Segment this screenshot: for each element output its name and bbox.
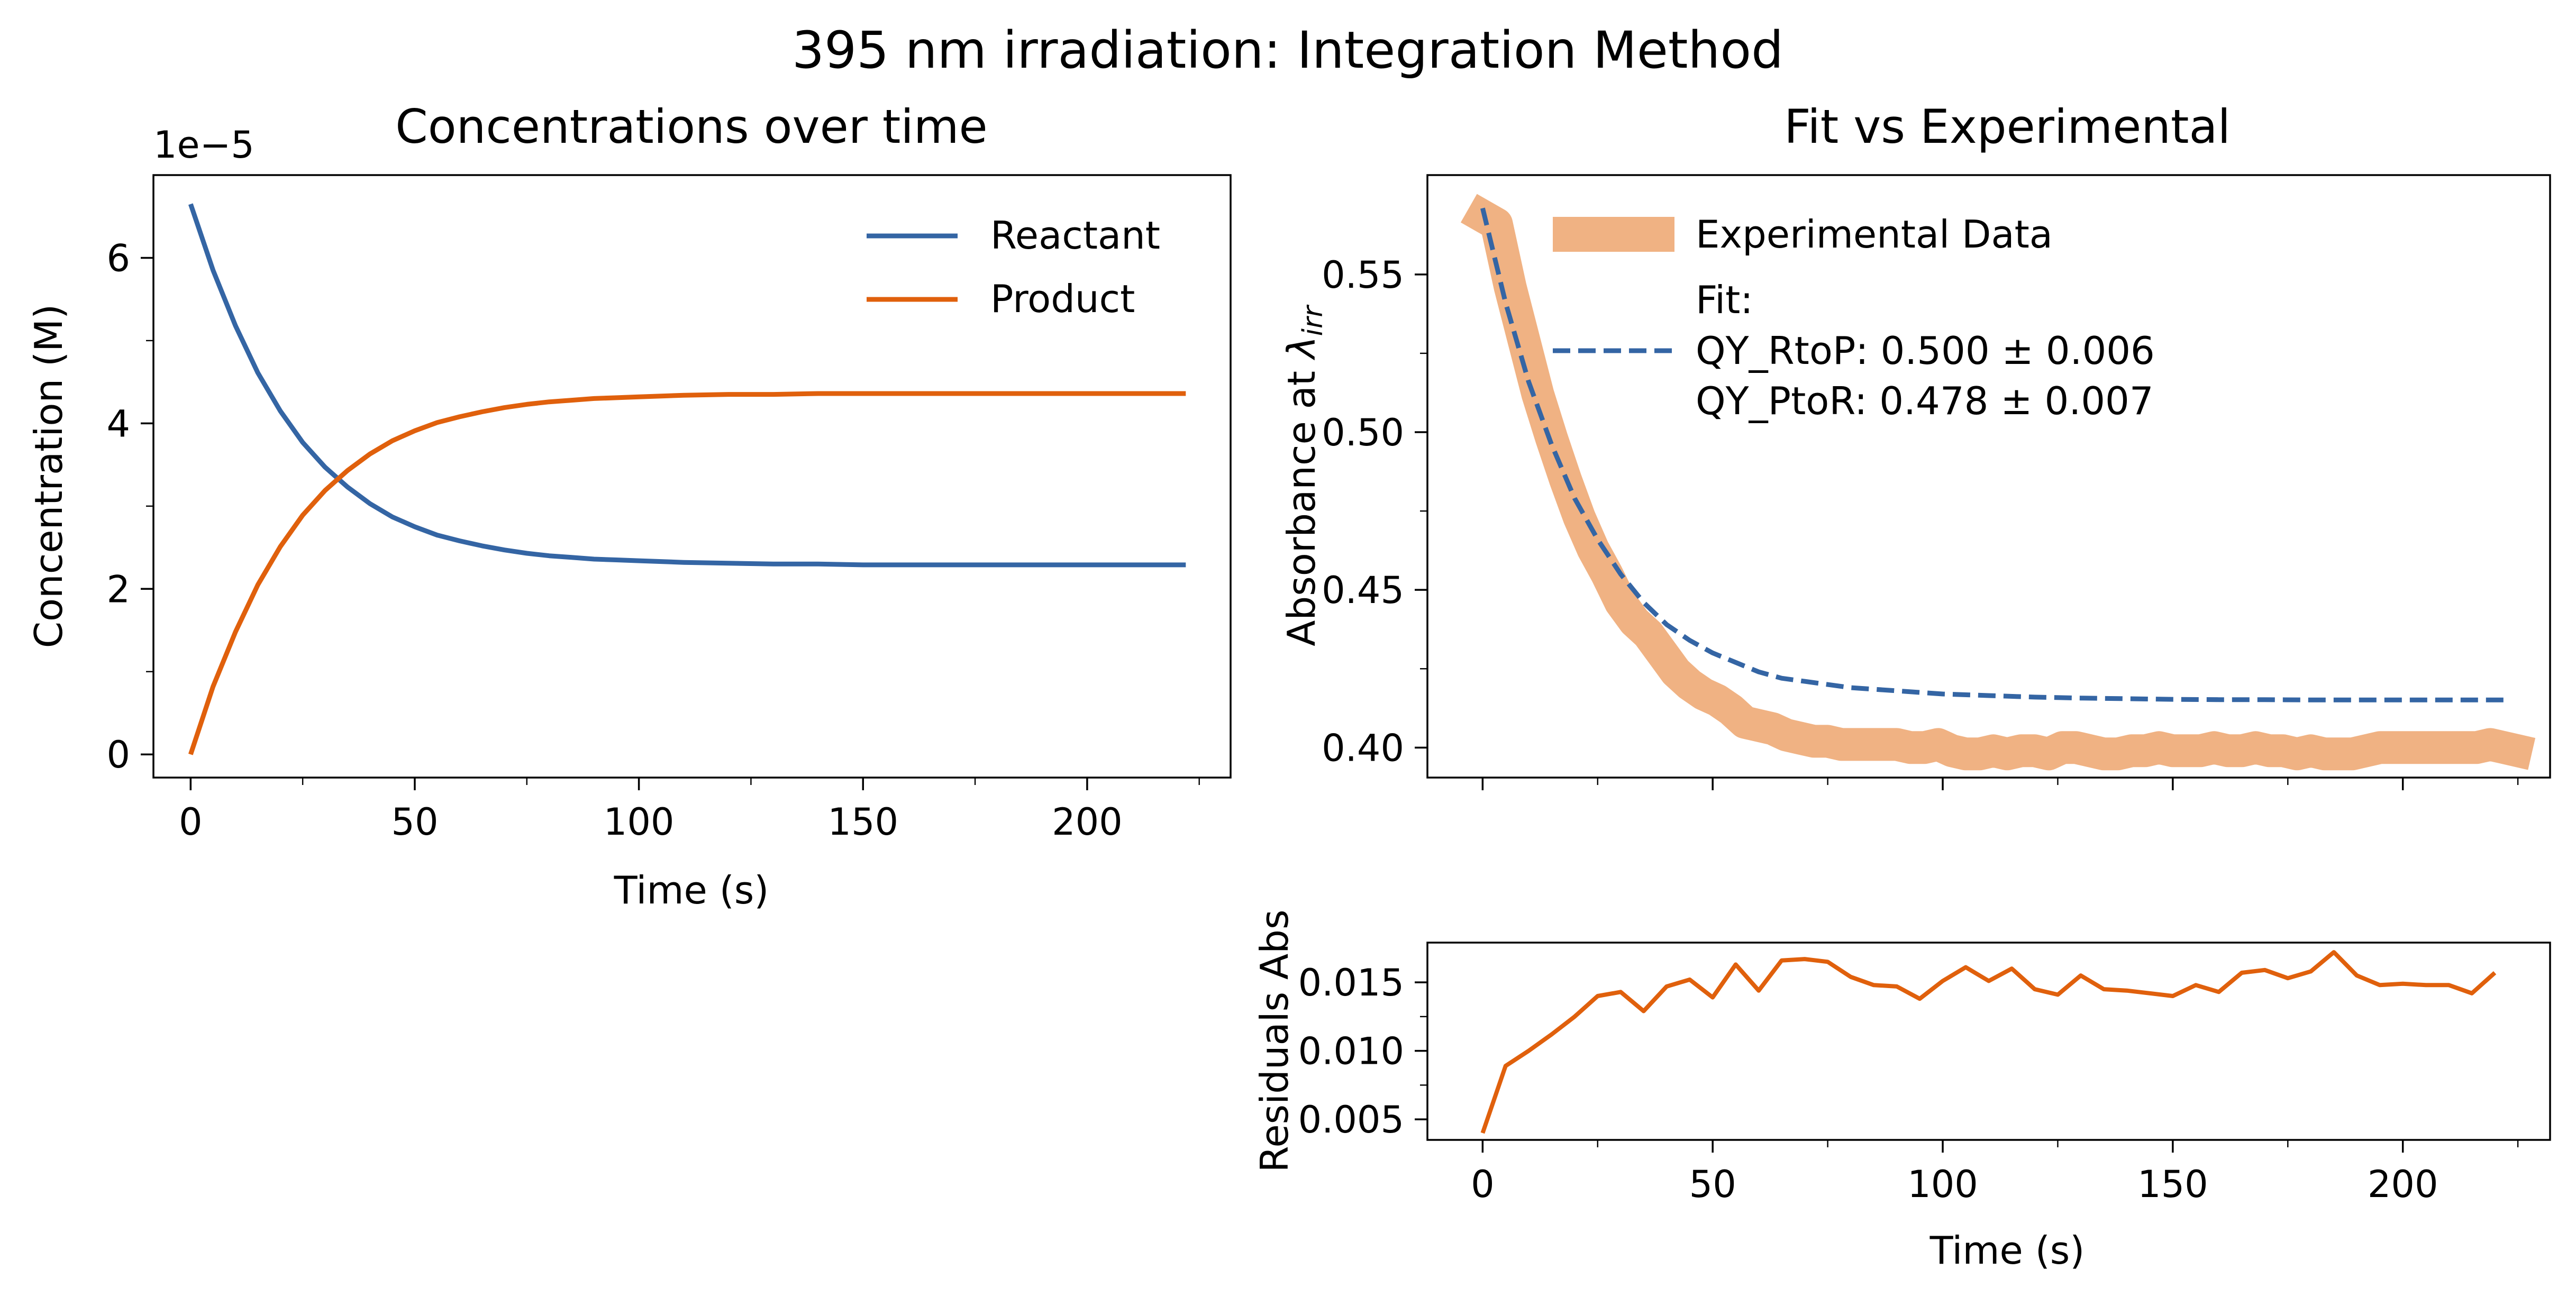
- series-line-fit: [1480, 207, 2504, 702]
- x-tick-label: 100: [1907, 1163, 1978, 1206]
- y-tick-label: 0.40: [1322, 726, 1404, 770]
- concentrations-plot-area: [188, 203, 1186, 755]
- residuals-plot-area: [1480, 950, 2497, 1134]
- concentrations-legend: Reactant Product: [867, 213, 1160, 321]
- fit-plot-area: [1460, 194, 2536, 771]
- legend-fit-qy-ptor: QY_PtoR: 0.478 ± 0.007: [1696, 379, 2154, 423]
- residuals-panel: 0 50 100 150 200 0.005 0.010 0.015 Time (s) Re…: [1252, 910, 2551, 1273]
- x-tick-label: 150: [2137, 1163, 2208, 1206]
- y-tick-label: 0: [106, 733, 130, 777]
- x-tick-label: 50: [391, 800, 438, 844]
- concentrations-axes-frame: [152, 174, 1232, 779]
- y-tick-label: 2: [106, 568, 130, 611]
- x-tick-label: 0: [179, 800, 203, 844]
- legend-fit-title: Fit:: [1696, 278, 1753, 322]
- y-tick-label: 0.015: [1298, 961, 1404, 1004]
- figure-suptitle: 395 nm irradiation: Integration Method: [792, 21, 1783, 80]
- x-tick-label: 50: [1689, 1163, 1736, 1206]
- series-line-reactant: [188, 203, 1186, 568]
- fit-x-ticks: [1481, 778, 2519, 790]
- residuals-y-ticks: 0.005 0.010 0.015: [1298, 961, 1427, 1141]
- x-tick-label: 200: [2368, 1163, 2438, 1206]
- residuals-x-axis-label: Time (s): [1929, 1228, 2085, 1273]
- concentrations-x-axis-label: Time (s): [614, 868, 769, 912]
- y-tick-label: 0.010: [1298, 1030, 1404, 1073]
- x-tick-label: 100: [604, 800, 675, 844]
- y-tick-label: 0.55: [1322, 253, 1404, 297]
- fit-legend: Experimental Data Fit: QY_RtoP: 0.500 ± …: [1553, 212, 2155, 423]
- y-tick-label: 0.005: [1298, 1098, 1404, 1141]
- fit-axes-frame: [1426, 174, 2551, 779]
- fit-y-ticks: 0.40 0.45 0.50 0.55: [1322, 253, 1427, 770]
- x-tick-label: 0: [1471, 1163, 1495, 1206]
- concentrations-x-ticks: 0 50 100 150 200: [179, 778, 1200, 844]
- concentrations-panel: Concentrations over time 1e−5 0 50 100 150 2…: [26, 99, 1232, 912]
- legend-product-label: Product: [990, 277, 1135, 321]
- y-tick-label: 4: [106, 402, 130, 445]
- residuals-x-ticks: 0 50 100 150 200: [1471, 1140, 2519, 1206]
- concentrations-y-axis-label: Concentration (M): [26, 304, 71, 649]
- concentrations-panel-title: Concentrations over time: [395, 99, 987, 154]
- series-line-product: [188, 391, 1186, 755]
- x-tick-label: 150: [827, 800, 898, 844]
- residuals-y-axis-label: Residuals Abs: [1252, 910, 1297, 1173]
- legend-reactant-label: Reactant: [990, 213, 1160, 258]
- legend-experimental-label: Experimental Data: [1696, 212, 2053, 257]
- residuals-axes-frame: [1426, 942, 2551, 1141]
- fit-panel-title: Fit vs Experimental: [1784, 99, 2231, 154]
- concentrations-y-ticks: 0 2 4 6: [106, 236, 153, 777]
- y-tick-label: 0.45: [1322, 569, 1404, 612]
- x-tick-label: 200: [1052, 800, 1123, 844]
- fit-y-axis-label: Absorbance at λirr: [1279, 304, 1329, 646]
- y-tick-label: 0.50: [1322, 411, 1404, 454]
- series-line-residuals: [1480, 950, 2497, 1134]
- legend-fit-qy-rtop: QY_RtoP: 0.500 ± 0.006: [1696, 328, 2155, 373]
- y-tick-label: 6: [106, 236, 130, 280]
- fit-panel: Fit vs Experimental 0.40 0.45 0.50 0.55 Abs…: [1279, 99, 2551, 790]
- legend-experimental-swatch: [1553, 217, 1674, 252]
- concentrations-offset-text: 1e−5: [153, 123, 254, 167]
- series-line-experimental-data: [1460, 194, 2536, 771]
